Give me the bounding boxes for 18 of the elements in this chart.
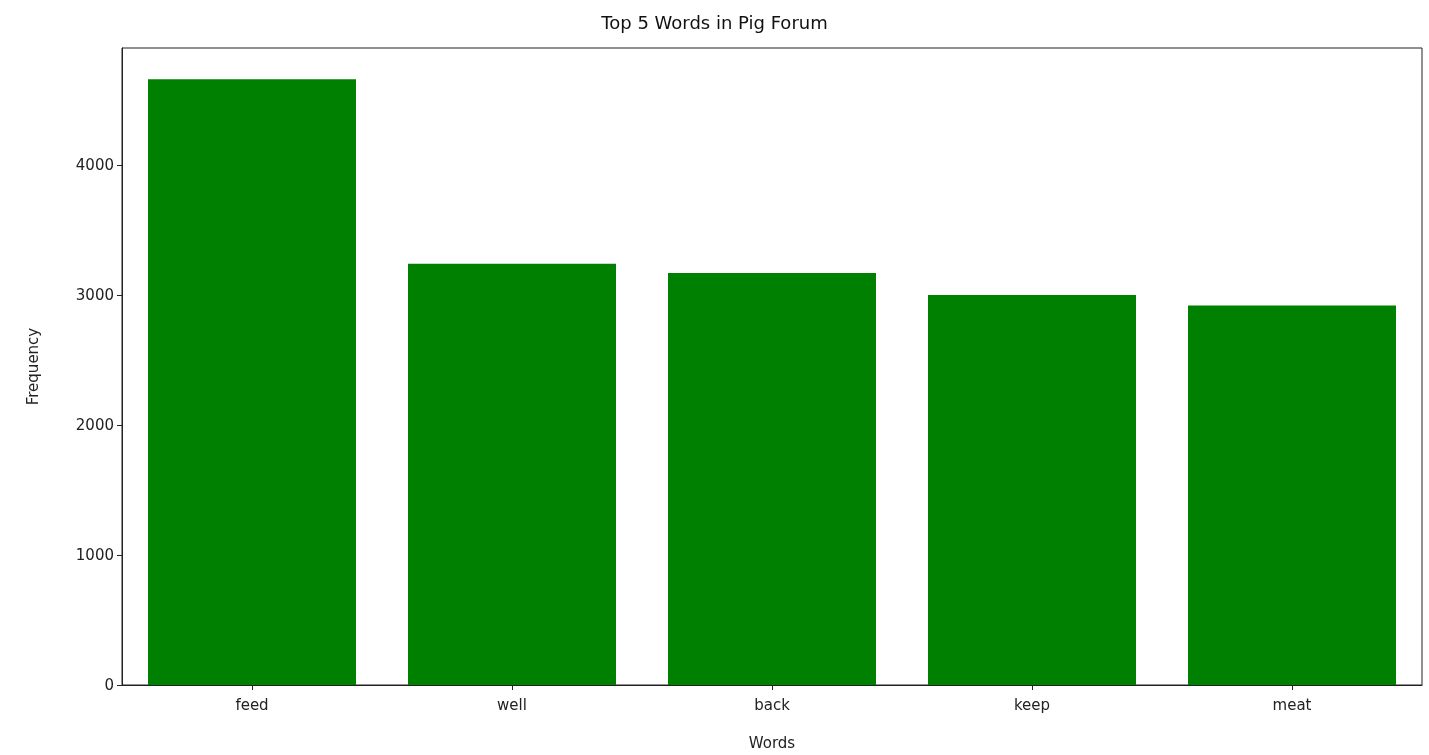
y-tick-label: 4000 — [75, 156, 114, 174]
x-axis-title: Words — [748, 733, 796, 752]
x-tick-label: back — [754, 695, 791, 714]
x-tick-label: keep — [1013, 695, 1051, 714]
bar — [928, 295, 1136, 685]
bar — [408, 263, 616, 685]
y-tick-label: 2000 — [75, 416, 114, 434]
bar — [1188, 305, 1396, 685]
bar — [668, 272, 876, 685]
bar — [148, 79, 356, 685]
chart-title: Top 5 Words in Pig Forum — [600, 11, 828, 33]
y-tick-label: 0 — [104, 676, 114, 694]
x-tick-label: feed — [235, 695, 269, 714]
x-tick-label: meat — [1272, 695, 1312, 714]
y-axis-title: Frequency — [23, 327, 42, 406]
y-tick-label: 3000 — [75, 286, 114, 304]
y-tick-label: 1000 — [75, 546, 114, 564]
x-tick-label: well — [497, 695, 527, 714]
